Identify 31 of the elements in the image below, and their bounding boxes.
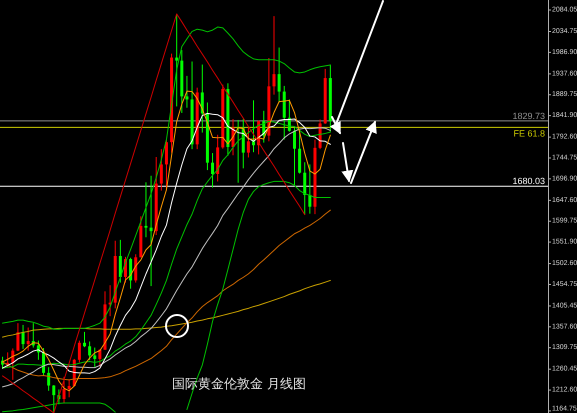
candlestick [160, 148, 163, 192]
line-series [2, 13, 306, 413]
candlestick [292, 127, 296, 186]
candlestick [185, 75, 188, 108]
candlestick [26, 327, 30, 352]
candlestick [83, 331, 86, 348]
candlestick [150, 175, 153, 287]
candlestick [98, 348, 102, 368]
line-series [2, 26, 331, 330]
candlestick [175, 13, 178, 107]
candlestick [62, 376, 66, 404]
candlestick [47, 366, 50, 392]
candlestick [78, 340, 81, 363]
candlestick [134, 254, 138, 284]
candlestick [246, 127, 250, 158]
candlestick [93, 347, 96, 368]
candlestick [68, 378, 71, 398]
candlestick [22, 324, 25, 350]
candlestick [16, 322, 20, 352]
candlestick [308, 164, 312, 214]
candlestick [88, 340, 92, 361]
ref-line-label: FE 61.8 [513, 128, 545, 138]
candlestick [272, 16, 276, 96]
candlestick [52, 384, 56, 413]
ref-line-label: 1829.73 [512, 110, 545, 121]
candlestick [129, 257, 132, 290]
candlestick [118, 239, 122, 284]
candlestick [211, 152, 214, 188]
ref-line-label: 1680.03 [512, 176, 545, 186]
candlestick [278, 47, 281, 103]
candlestick [303, 162, 306, 216]
